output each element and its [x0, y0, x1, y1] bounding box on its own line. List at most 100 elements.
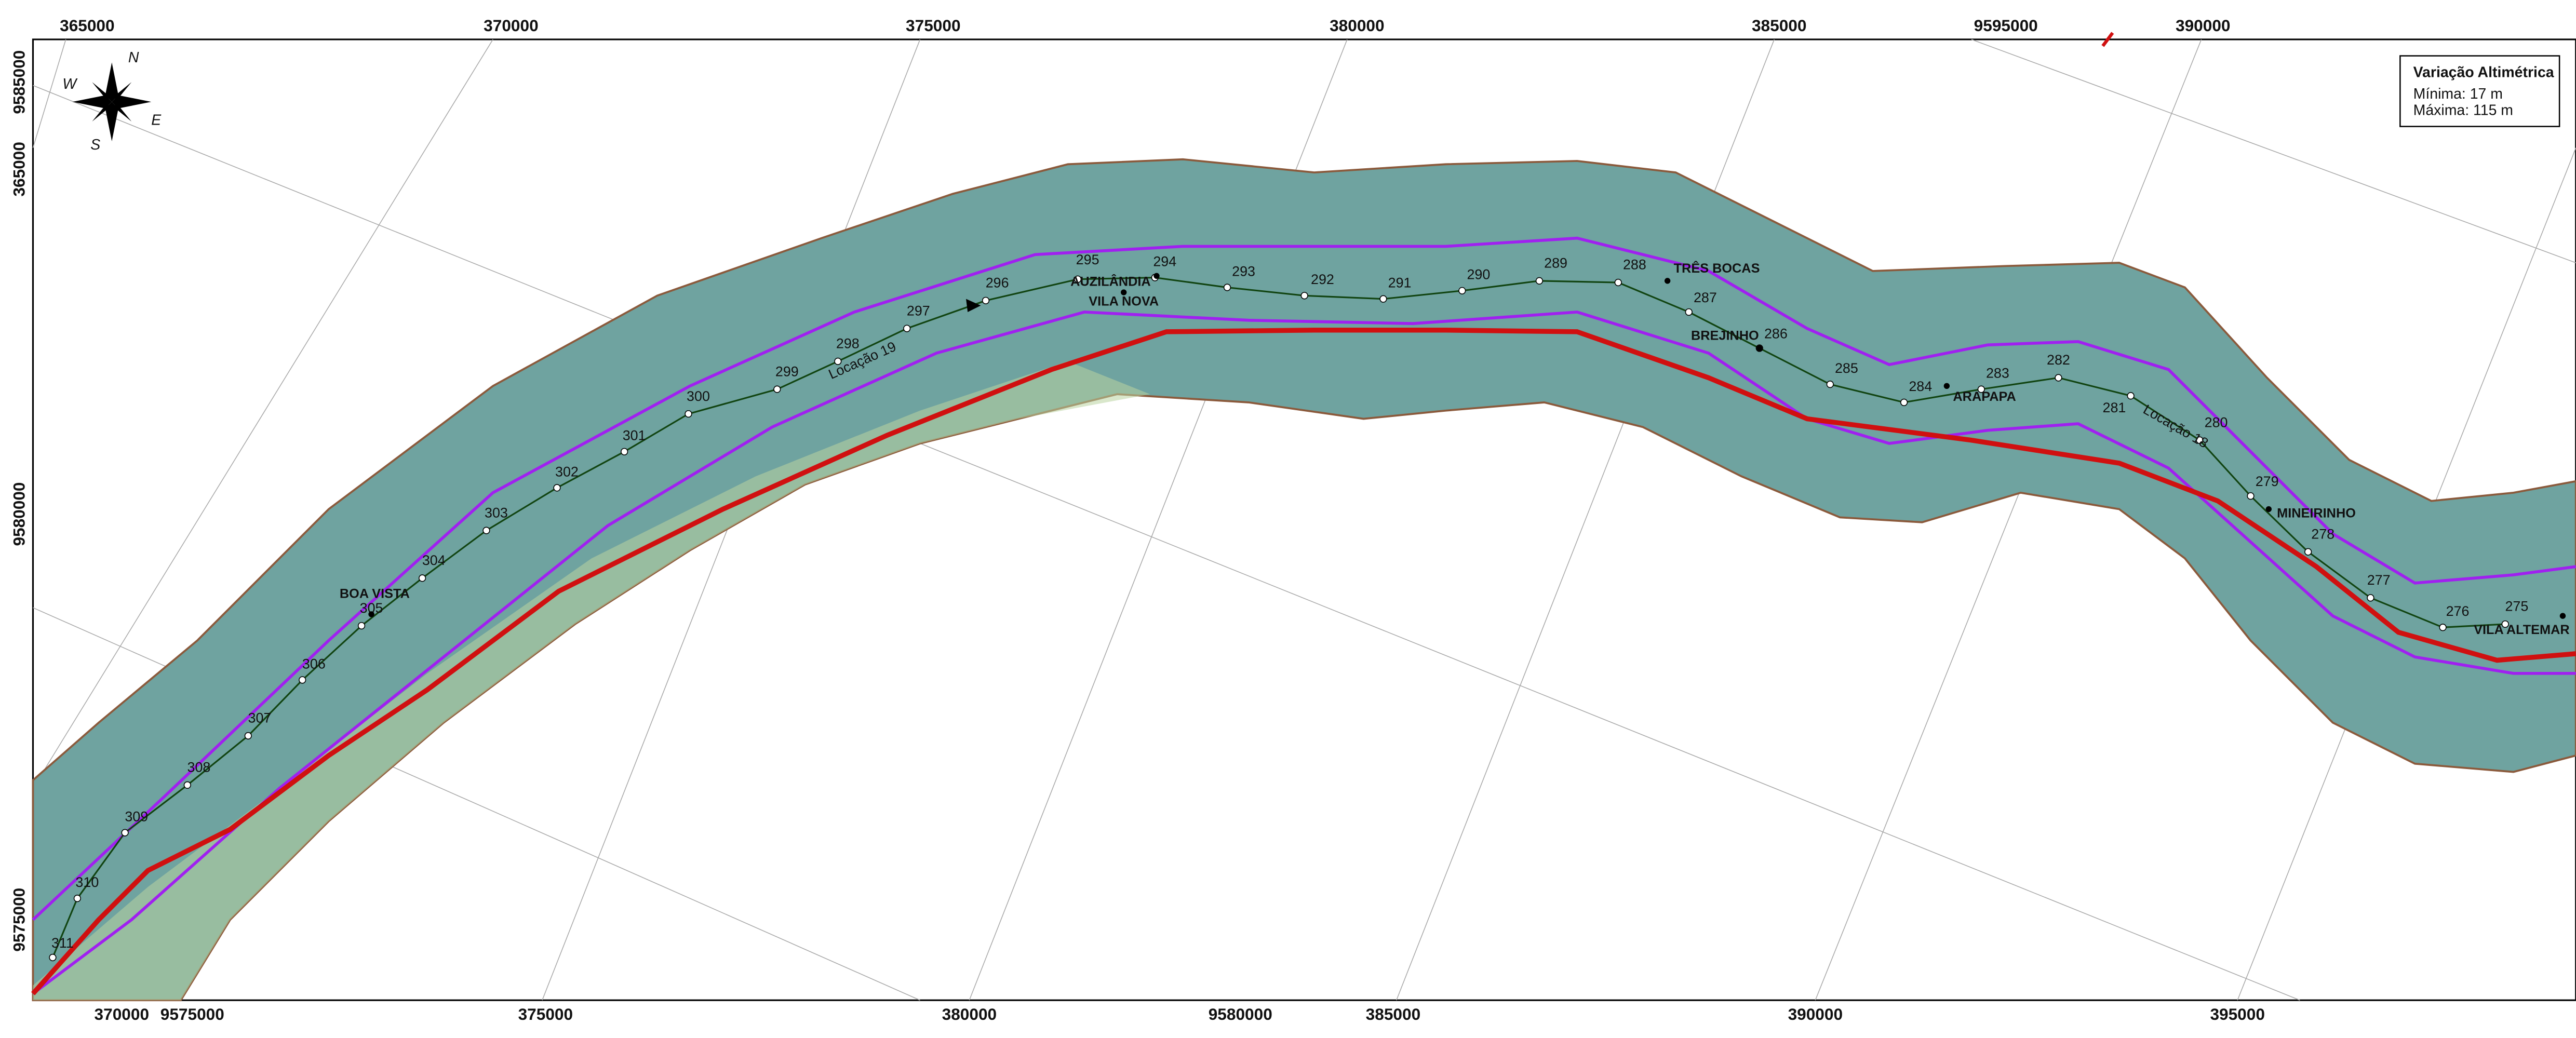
station-point [1074, 275, 1082, 283]
station-label: 297 [907, 303, 930, 318]
station-label: 287 [1694, 290, 1717, 305]
left-coord: 9580000 [10, 482, 29, 546]
purple-line-south [32, 311, 2576, 995]
top-coord: 365000 [60, 16, 114, 35]
lowland [33, 361, 1150, 1001]
bottom-coord: 375000 [518, 1005, 573, 1023]
station-label: 309 [125, 808, 148, 824]
bottom-coord: 380000 [942, 1005, 997, 1023]
station-point [685, 410, 692, 418]
place-dot [1664, 278, 1671, 284]
place-dot [1756, 345, 1763, 352]
bottom-coord: 9575000 [160, 1005, 224, 1023]
station-point [73, 895, 82, 902]
station-label: 275 [2505, 599, 2528, 614]
purple-line-north [32, 236, 2576, 921]
station-point [773, 385, 781, 393]
station-point [2501, 620, 2509, 628]
station-point [49, 953, 57, 962]
stations: 3113103093083073063053043033023013002992… [49, 252, 2528, 962]
legend: Variação Altimétrica Mínima: 17 m Máxima… [2399, 55, 2560, 127]
station-point [1458, 287, 1466, 294]
station-point [1379, 295, 1387, 303]
station-label: 283 [1986, 365, 2009, 381]
station-label: 278 [2311, 526, 2334, 542]
place-label: VILA NOVA [1089, 294, 1159, 308]
station-point [1300, 292, 1308, 300]
station-label: 291 [1388, 275, 1412, 291]
place-dot [1121, 289, 1127, 295]
station-point [621, 448, 628, 455]
station-point [1535, 277, 1544, 285]
compass-w: W [62, 76, 78, 92]
station-label: 286 [1764, 326, 1788, 342]
station-label: 300 [687, 388, 710, 404]
station-point [418, 574, 426, 582]
station-point [2367, 594, 2374, 602]
station-label: 280 [2205, 414, 2228, 430]
bottom-coord: 390000 [1788, 1005, 1843, 1023]
compass: N E S W [62, 49, 162, 153]
station-point [2055, 374, 2062, 382]
station-point [2247, 492, 2255, 500]
compass-s: S [90, 137, 100, 153]
station-label: 281 [2103, 400, 2126, 415]
place-label: BREJINHO [1691, 329, 1759, 343]
station-point [183, 781, 191, 789]
station-point [2304, 548, 2312, 556]
station-point [834, 357, 842, 365]
station-label: 288 [1623, 257, 1646, 273]
place-label: ARAPAPA [1953, 389, 2016, 404]
top-coord: 370000 [484, 16, 538, 35]
station-label: 310 [75, 874, 99, 890]
station-label: 308 [187, 760, 211, 775]
station-point [903, 325, 911, 332]
compass-e: E [151, 112, 162, 128]
station-label: 290 [1467, 267, 1490, 282]
station-point [2196, 436, 2204, 444]
place-label: MINEIRINHO [2277, 506, 2356, 520]
station-label: 276 [2446, 603, 2470, 619]
station-label: 292 [1311, 272, 1334, 287]
red-mark [2101, 32, 2114, 47]
place-dot [1153, 273, 1160, 279]
station-label: 279 [2256, 474, 2279, 489]
station-label: 304 [422, 552, 446, 568]
place-dot [1943, 383, 1950, 389]
station-label: 303 [485, 505, 508, 520]
station-label: 301 [623, 428, 646, 443]
station-label: 282 [2047, 352, 2070, 368]
station-point [244, 732, 252, 740]
place-label: VILA ALTEMAR [2474, 623, 2570, 637]
station-point [299, 676, 306, 684]
bottom-coord: 395000 [2210, 1005, 2264, 1023]
station-label: 299 [775, 363, 799, 379]
station-label: 289 [1544, 255, 1567, 271]
station-label: 285 [1835, 360, 1858, 376]
top-coord: 380000 [1330, 16, 1384, 35]
top-coord: 375000 [906, 16, 960, 35]
station-label: 277 [2367, 572, 2391, 588]
place-dot [368, 611, 374, 617]
bottom-coord: 385000 [1366, 1005, 1420, 1023]
legend-min: Mínima: 17 m [2413, 86, 2503, 102]
left-coord: 9575000 [10, 888, 29, 952]
left-coord: 9585000 [10, 50, 29, 114]
station-label: 293 [1232, 263, 1255, 279]
station-point [982, 296, 990, 304]
station-label: 311 [51, 935, 74, 951]
station-label: 294 [1153, 253, 1176, 269]
bottom-coord: 370000 [95, 1005, 149, 1023]
compass-n: N [128, 49, 139, 66]
station-point [1977, 385, 1985, 393]
station-point [2127, 392, 2135, 400]
station-label: 295 [1076, 252, 1099, 267]
top-coord: 390000 [2176, 16, 2230, 35]
station-point [1614, 278, 1622, 287]
station-point [1223, 284, 1231, 291]
legend-title: Variação Altimétrica [2413, 64, 2554, 81]
station-label: 284 [1909, 379, 1932, 394]
bottom-coord: 9580000 [1209, 1005, 1272, 1023]
